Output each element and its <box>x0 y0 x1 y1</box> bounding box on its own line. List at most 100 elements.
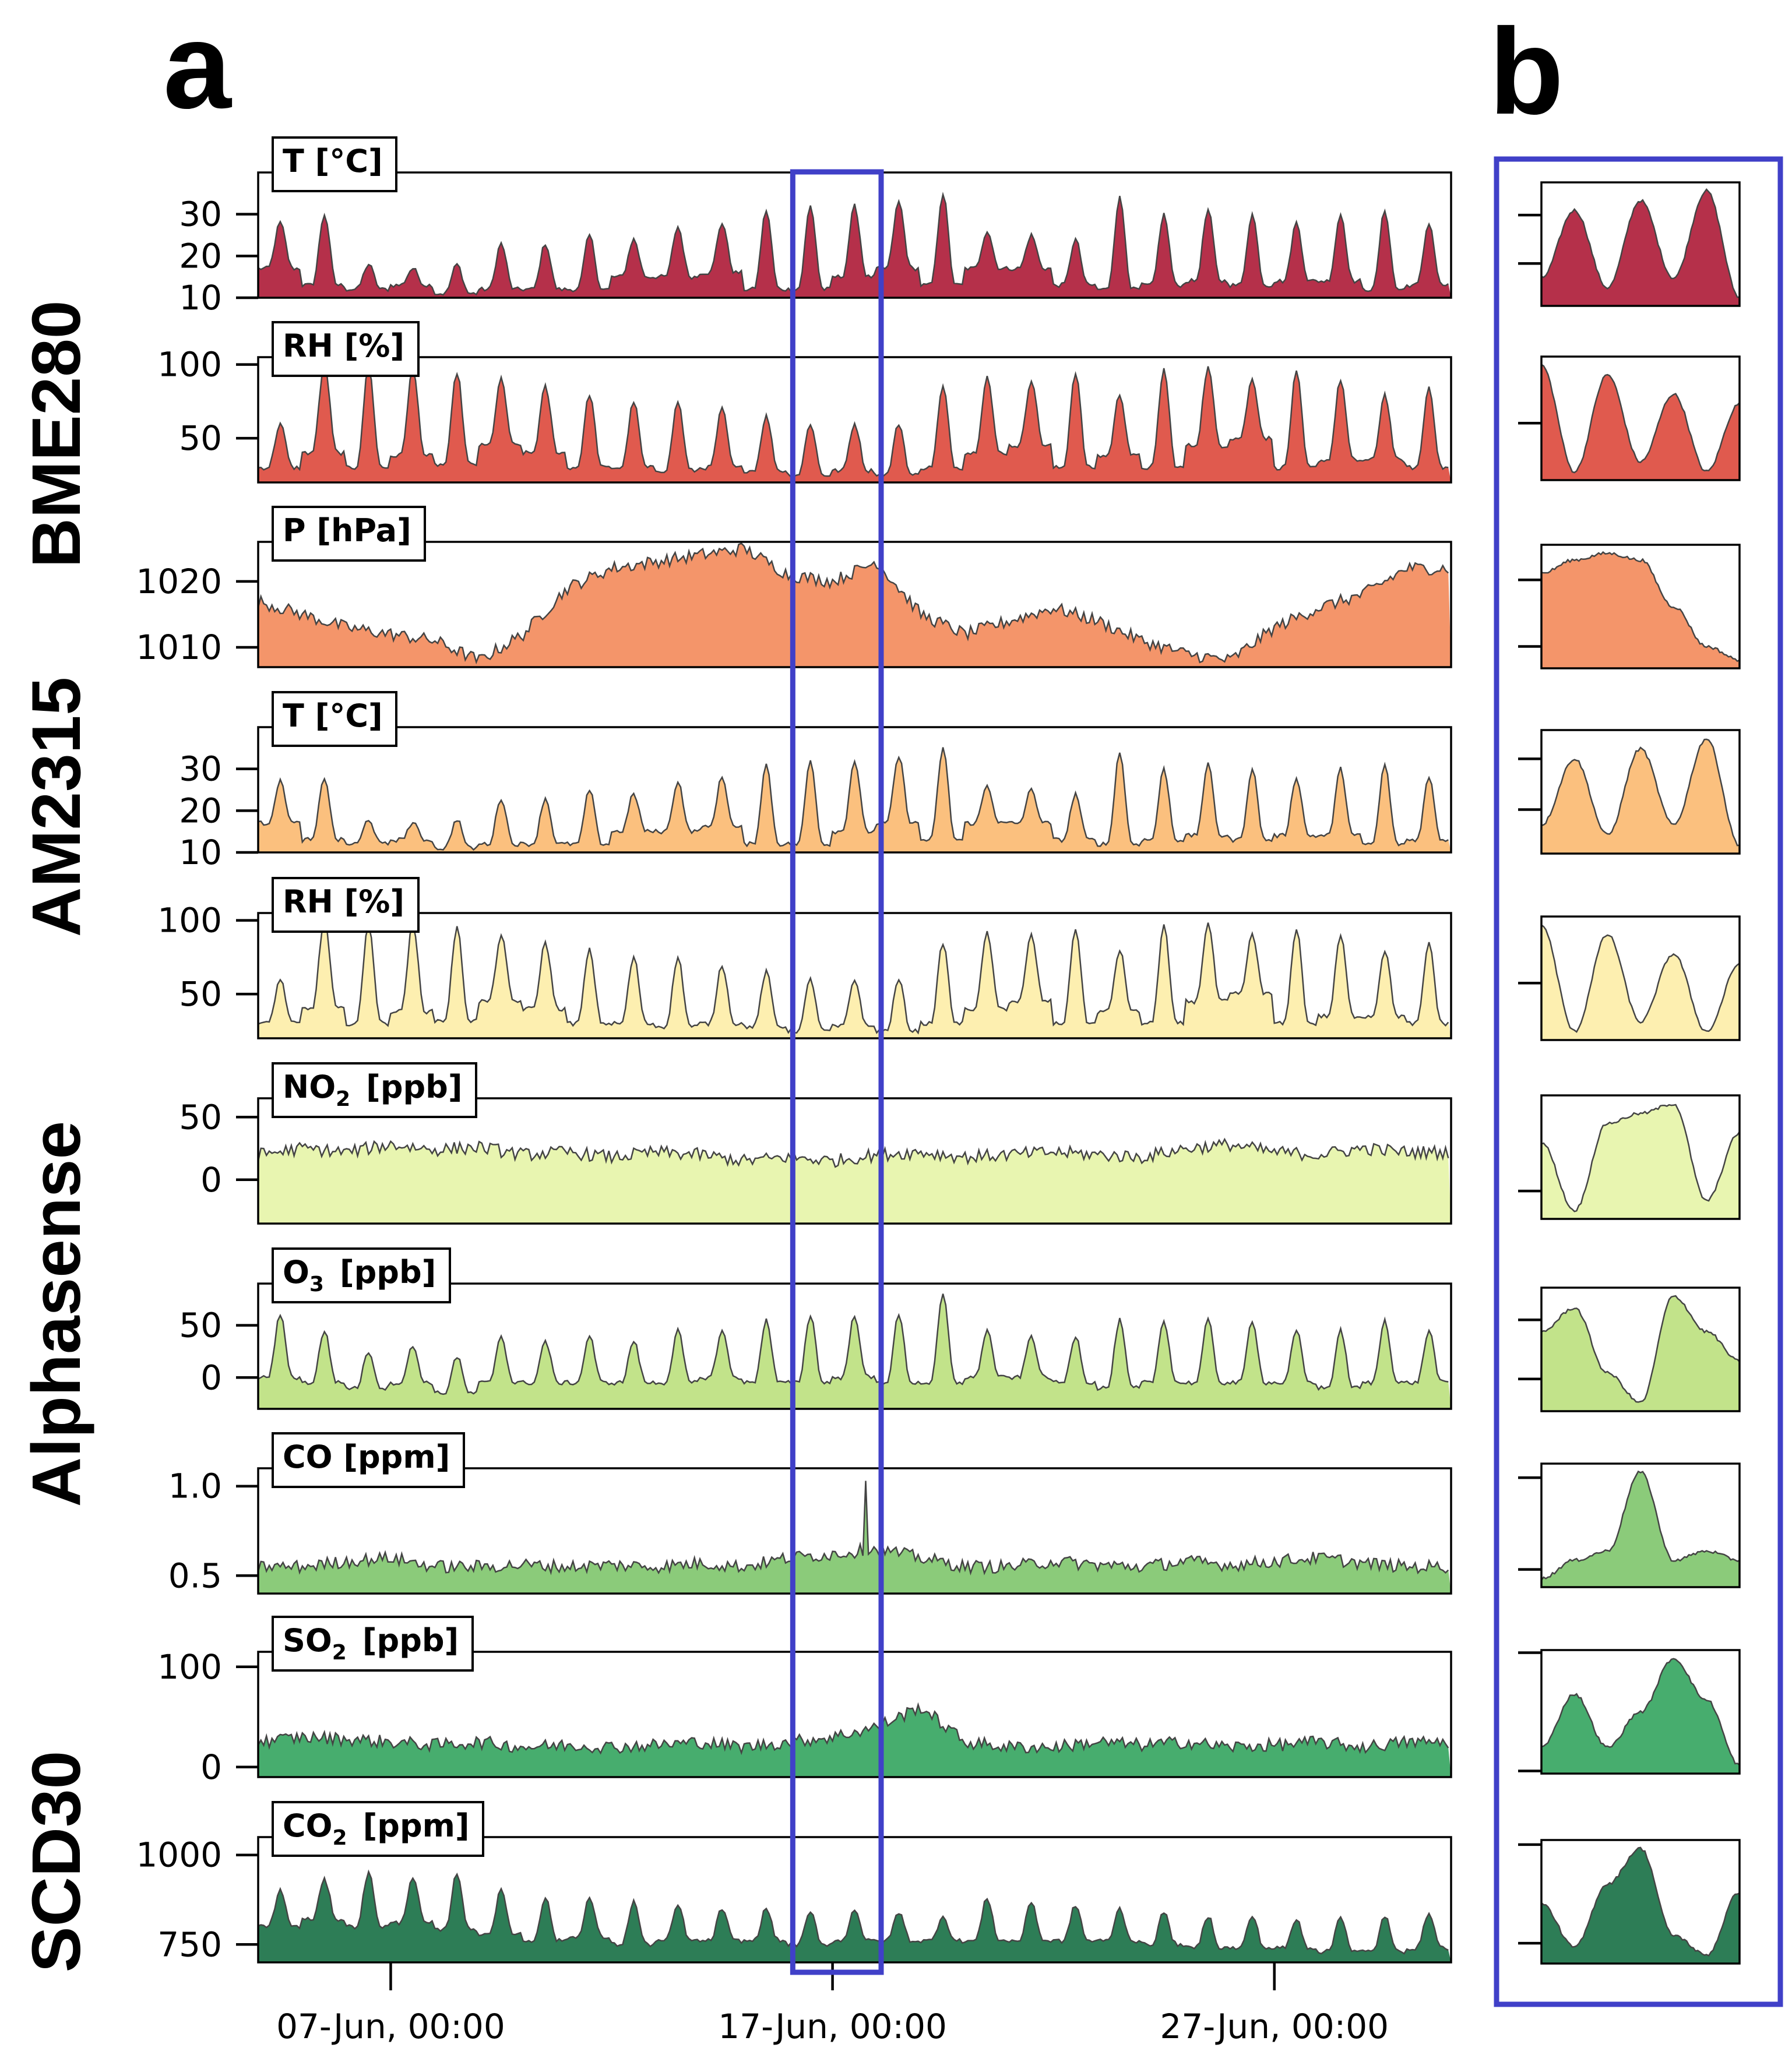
subplot-title: RH [%] <box>272 877 420 933</box>
zoom-frame <box>1540 1286 1741 1412</box>
zoom-area <box>1541 189 1740 306</box>
title-box <box>272 1247 451 1303</box>
series-area <box>258 543 1451 667</box>
y-tick-label: 100 <box>157 901 222 940</box>
series-line <box>258 747 1449 851</box>
series-area <box>258 747 1451 852</box>
subplot-title: RH [%] <box>272 321 420 377</box>
title-box <box>272 136 397 192</box>
y-tick-label: 50 <box>179 1306 222 1345</box>
zoom-panel-border <box>1494 156 1783 2007</box>
title-box <box>272 1616 474 1672</box>
y-tick-label: 50 <box>179 974 222 1014</box>
zoom-frame <box>1540 1649 1741 1775</box>
zoom-line <box>1541 1658 1740 1766</box>
zoom-line <box>1541 738 1740 847</box>
subplot-title-text: NO2 [ppb] <box>283 1069 463 1111</box>
panel-a-label: a <box>163 0 233 134</box>
zoom-area <box>1541 1658 1740 1774</box>
series-line <box>257 1481 1449 1575</box>
subplot-title: T [°C] <box>272 136 397 192</box>
title-box <box>272 877 420 933</box>
zoom-line <box>1541 1295 1740 1403</box>
subplot-title: P [hPa] <box>272 506 426 562</box>
x-tick-label: 27-Jun, 00:00 <box>1160 2007 1389 2046</box>
series-area <box>258 1704 1451 1777</box>
series-line <box>257 1702 1449 1756</box>
subplot-title: CO [ppm] <box>272 1432 465 1488</box>
zoom-area <box>1541 364 1740 480</box>
y-tick-label: 10 <box>179 278 222 318</box>
y-tick-label: 30 <box>179 749 222 789</box>
series-line <box>258 1293 1449 1395</box>
zoom-subplot-7 <box>1518 1462 1741 1588</box>
subplot-title-text: T [°C] <box>283 143 383 179</box>
series-line <box>258 191 1449 296</box>
series-area <box>258 1293 1451 1409</box>
subplot-4: 50 100 RH [%] <box>157 877 1452 1039</box>
y-tick-label: 20 <box>179 791 222 830</box>
zoom-area <box>1541 1847 1740 1964</box>
zoom-line <box>1541 1846 1740 1957</box>
zoom-subplot-3 <box>1518 729 1741 855</box>
zoom-frame <box>1540 181 1741 307</box>
plot-frame <box>257 1097 1452 1225</box>
plot-frame <box>257 1651 1452 1778</box>
series-area <box>258 1871 1451 1962</box>
subplot-2: 1010 1020 P [hPa] <box>136 506 1452 668</box>
zoom-frame <box>1540 915 1741 1041</box>
y-tick-label: 100 <box>157 345 222 385</box>
title-box <box>272 1801 484 1857</box>
series-line <box>258 362 1449 478</box>
zoom-area <box>1541 552 1740 668</box>
zoom-subplot-9 <box>1518 1839 1741 1965</box>
y-tick-label: 10 <box>179 833 222 872</box>
subplot-title-text: CO [ppm] <box>283 1439 450 1475</box>
plot-frame <box>257 1836 1452 1964</box>
zoom-frame <box>1540 1462 1741 1588</box>
subplot-7: 0.5 1.0 CO [ppm] <box>168 1432 1452 1595</box>
subplot-title-text: RH [%] <box>283 327 404 364</box>
title-box <box>272 691 397 747</box>
zoom-line <box>1541 364 1740 474</box>
zoom-subplots <box>1518 181 1741 1965</box>
plot-frame <box>257 912 1452 1039</box>
subplot-title-text: CO2 [ppm] <box>283 1807 470 1850</box>
zoom-area <box>1541 739 1740 854</box>
zoom-subplot-2 <box>1518 544 1741 669</box>
zoom-subplot-8 <box>1518 1649 1741 1775</box>
series-area <box>258 194 1451 298</box>
y-tick-label: 100 <box>157 1647 222 1687</box>
series-line <box>258 1869 1449 1955</box>
zoom-frame <box>1540 355 1741 481</box>
subplot-5: 0 50 NO2 [ppb] <box>179 1062 1452 1225</box>
unit: [ppm] <box>347 1807 470 1844</box>
title-box <box>272 1432 465 1488</box>
y-tick-label: 1010 <box>136 628 222 667</box>
group-label-alphasense: Alphasense <box>18 1121 95 1507</box>
series-line <box>257 542 1449 665</box>
zoom-subplot-4 <box>1518 915 1741 1041</box>
subplot-title-text: SO2 [ppb] <box>283 1622 459 1665</box>
subscript: 2 <box>336 1087 350 1111</box>
zoom-frame <box>1540 729 1741 855</box>
plot-frame <box>257 726 1452 854</box>
group-label-scd30: SCD30 <box>18 1751 95 1972</box>
plot-frame <box>257 1282 1452 1410</box>
series-area <box>258 1139 1451 1224</box>
group-label-am2315: AM2315 <box>18 677 95 937</box>
plot-frame <box>257 356 1452 484</box>
series-area <box>258 920 1451 1038</box>
y-tick-label: 20 <box>179 236 222 276</box>
zoom-subplot-6 <box>1518 1286 1741 1412</box>
y-tick-label: 0.5 <box>168 1556 222 1595</box>
zoom-line <box>1541 188 1740 298</box>
title-box <box>272 1062 477 1118</box>
series-area <box>258 1481 1451 1594</box>
subplot-1: 50 100 RH [%] <box>157 321 1452 484</box>
zoom-frame <box>1540 1094 1741 1220</box>
plot-frame <box>257 541 1452 668</box>
